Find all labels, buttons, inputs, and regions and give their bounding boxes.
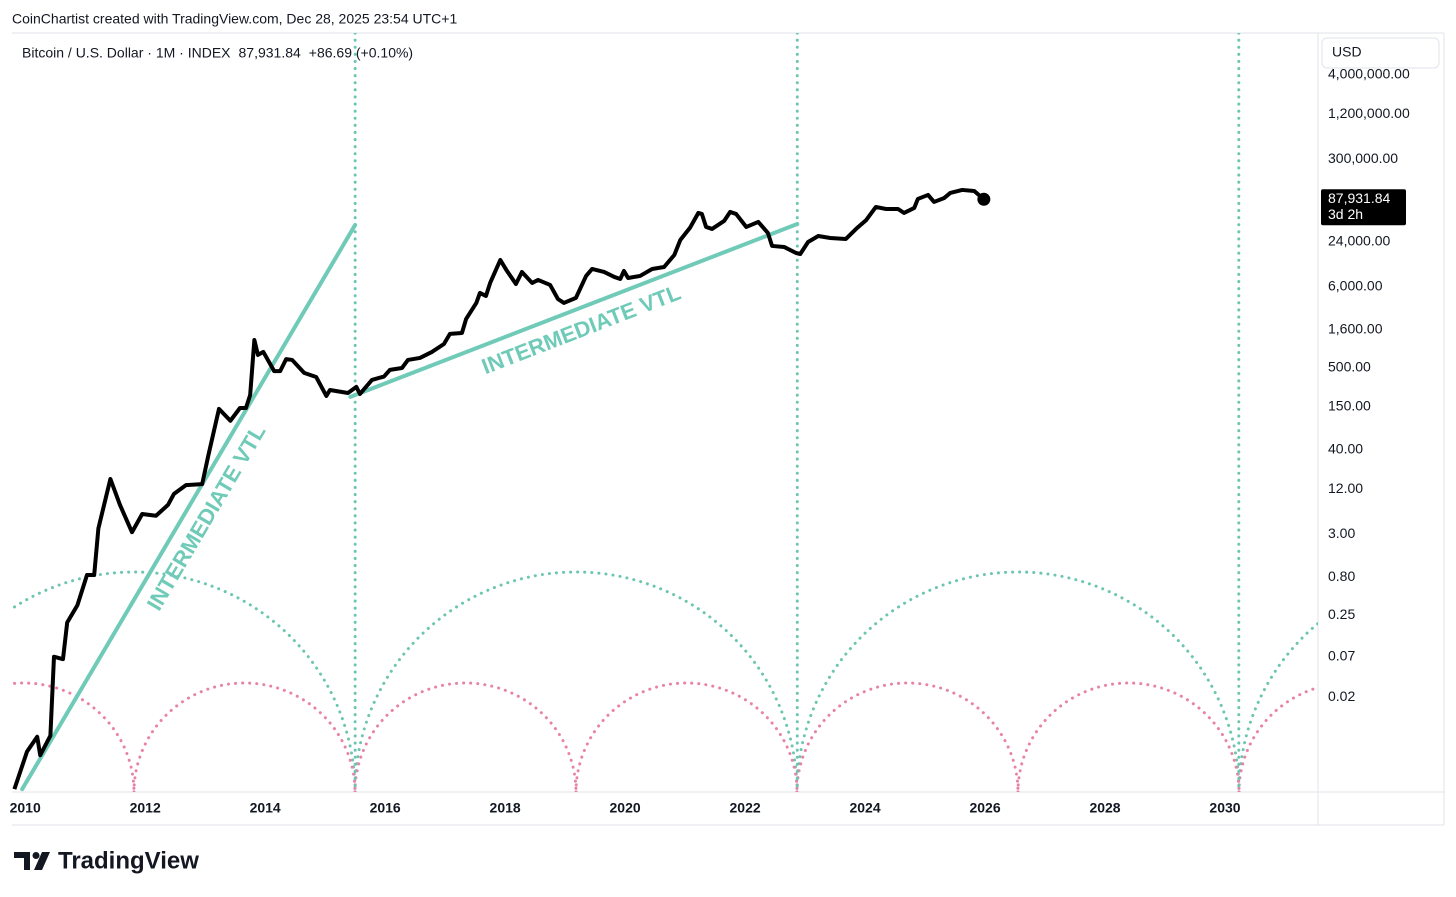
legend-price: 87,931.84 (239, 45, 301, 61)
cycle-arc (1237, 621, 1318, 792)
y-tick-label: 0.07 (1328, 647, 1355, 663)
x-tick-label: 2024 (849, 800, 880, 816)
x-tick-label: 2012 (130, 800, 161, 816)
y-tick-label: 0.25 (1328, 606, 1355, 622)
y-tick-label: 0.80 (1328, 568, 1355, 584)
y-tick-label: 500.00 (1328, 358, 1371, 374)
header: CoinChartist created with TradingView.co… (12, 11, 457, 27)
x-tick-label: 2030 (1209, 800, 1240, 816)
y-tick-label: 24,000.00 (1328, 232, 1390, 248)
logo-mark (34, 852, 50, 870)
y-tick-label: 6,000.00 (1328, 277, 1383, 293)
legend: Bitcoin / U.S. Dollar · 1M · INDEX 87,93… (22, 45, 413, 61)
last-point (977, 192, 991, 206)
cycle-arc (353, 570, 799, 792)
cycle-arc (795, 570, 1241, 792)
y-tick-label: 300,000.00 (1328, 150, 1398, 166)
price-line (12, 187, 986, 790)
axes: 4,000,000.00 1,200,000.00 300,000.00 24,000… (10, 66, 1410, 816)
x-tick-label: 2026 (969, 800, 1000, 816)
x-tick-label: 2020 (610, 800, 641, 816)
currency-button[interactable] (1321, 37, 1440, 69)
last-price-label: 87,931.84 (1328, 190, 1390, 206)
last-price-box (1321, 189, 1406, 226)
y-tick-label: 0.02 (1328, 688, 1355, 704)
y-tick-label: 1,200,000.00 (1328, 105, 1410, 121)
legend-title: Bitcoin / U.S. Dollar · 1M · INDEX (22, 45, 231, 61)
x-tick-label: 2022 (730, 800, 761, 816)
y-tick-label: 3.00 (1328, 525, 1355, 541)
y-tick-label: 12.00 (1328, 480, 1363, 496)
logo-mark (14, 852, 30, 870)
x-tick-label: 2014 (250, 800, 281, 816)
logo-mark (32, 852, 40, 859)
countdown: 3d 2h (1328, 206, 1363, 222)
trendline (348, 221, 800, 399)
x-tick-label: 2010 (10, 800, 41, 816)
brand: TradingView (58, 847, 199, 874)
y-tick-label: 4,000,000.00 (1328, 66, 1410, 82)
y-tick-label: 150.00 (1328, 398, 1371, 414)
y-tick-label: 1,600.00 (1328, 320, 1383, 336)
currency[interactable]: USD (1332, 44, 1362, 60)
legend-change: +86.69 (+0.10%) (309, 45, 413, 61)
y-tick-label: 40.00 (1328, 441, 1363, 457)
cycle-arcs (12, 570, 1318, 792)
x-tick-label: 2016 (370, 800, 401, 816)
logo: TradingView (14, 847, 199, 874)
x-tick-label: 2028 (1089, 800, 1120, 816)
trendline (20, 222, 358, 792)
x-tick-label: 2018 (490, 800, 521, 816)
